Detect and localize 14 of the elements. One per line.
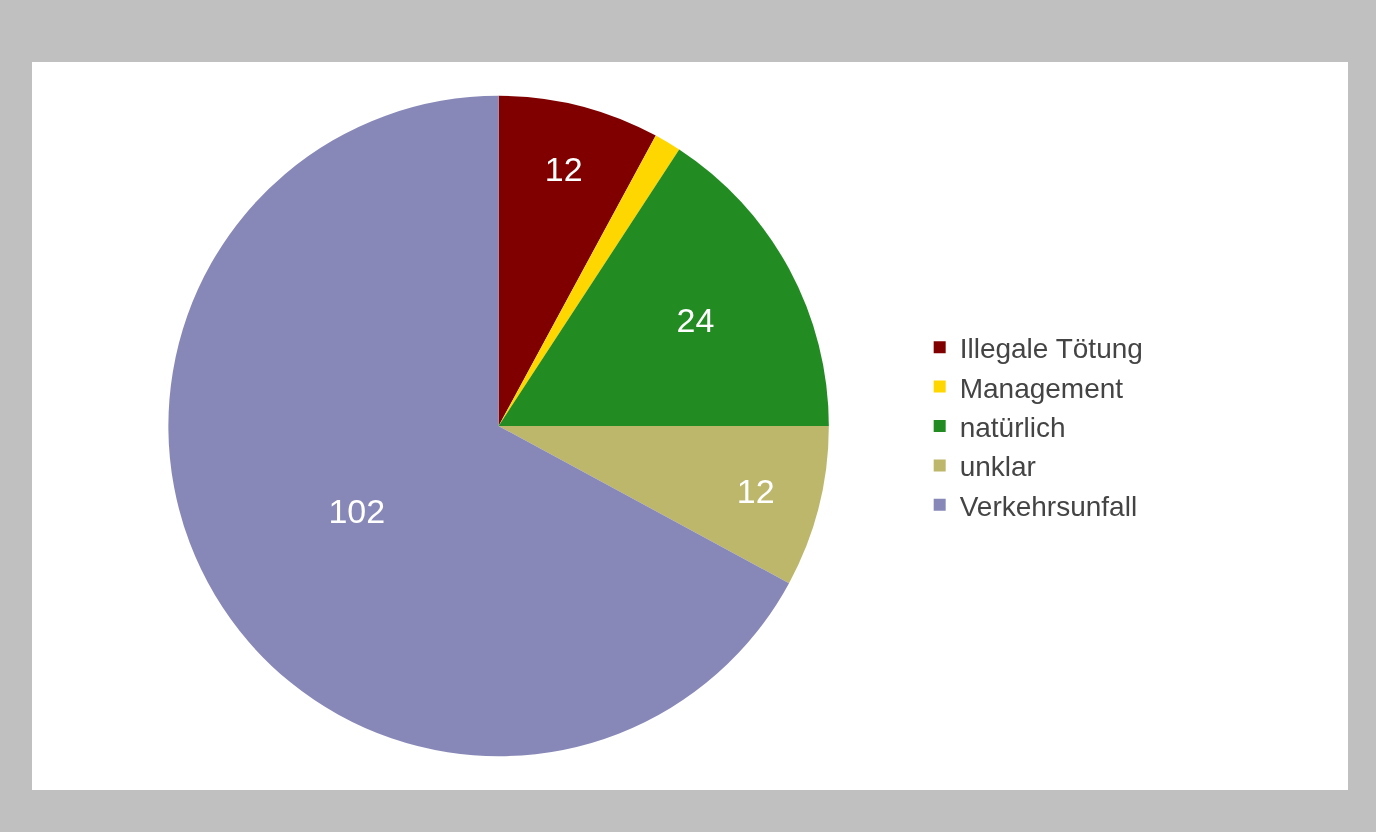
pie-slice (498, 135, 680, 426)
pie-slice (168, 95, 790, 756)
legend-label: unklar (959, 451, 1036, 483)
legend-label: natürlich (959, 411, 1066, 443)
data-label: 102 (328, 491, 386, 530)
pie-slice (498, 426, 829, 584)
legend-label: Illegale Tötung (959, 333, 1143, 365)
pie-slice (498, 95, 656, 426)
data-label: 12 (544, 149, 583, 188)
legend-label: Management (959, 372, 1124, 404)
legend-label: Verkehrsunfall (959, 490, 1138, 522)
data-label: 12 (736, 472, 775, 511)
data-label: 24 (676, 300, 715, 339)
pie-slice (498, 149, 829, 426)
